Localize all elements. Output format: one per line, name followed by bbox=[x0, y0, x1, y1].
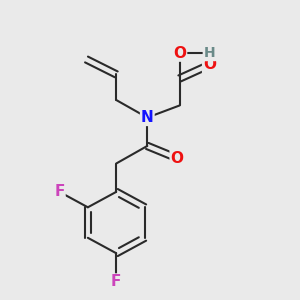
Text: F: F bbox=[111, 274, 122, 290]
Text: O: O bbox=[170, 151, 184, 166]
Text: H: H bbox=[204, 46, 215, 60]
Text: O: O bbox=[173, 46, 186, 61]
Text: O: O bbox=[203, 57, 216, 72]
Text: N: N bbox=[141, 110, 154, 125]
Text: F: F bbox=[54, 184, 65, 200]
